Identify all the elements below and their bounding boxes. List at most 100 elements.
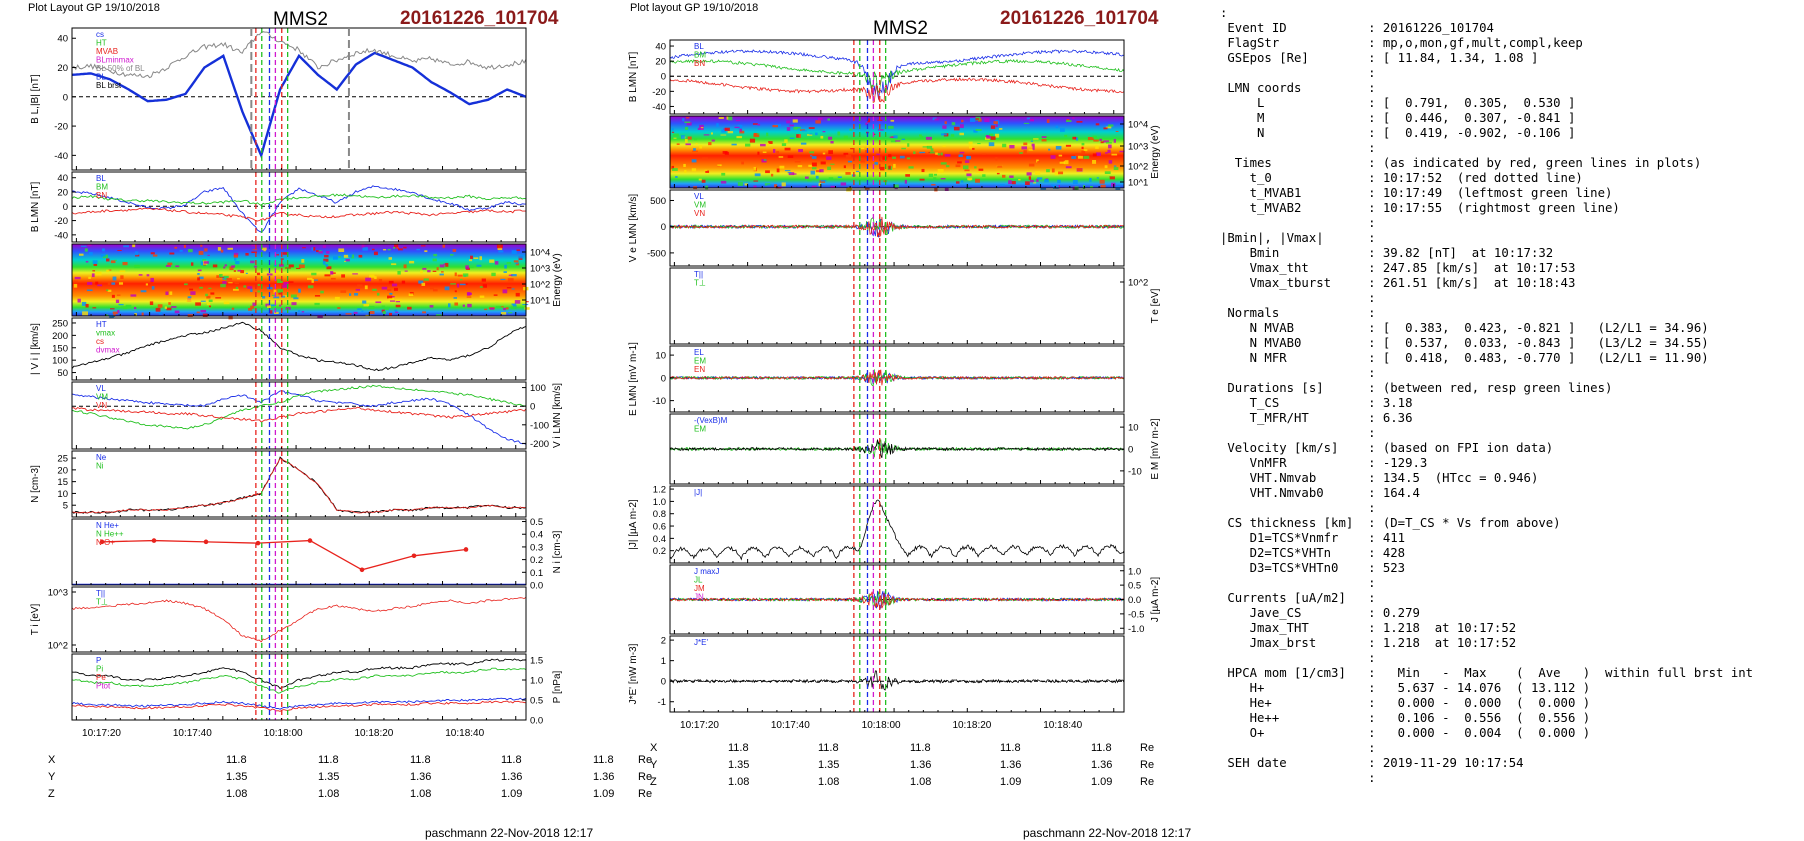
y-tick-label: 1.0: [530, 676, 543, 687]
heatmap-speckle: [175, 265, 180, 268]
info-line: CS thickness [km] : (D=T_CS * Vs from ab…: [1220, 516, 1561, 530]
heatmap-speckle: [233, 254, 238, 258]
heatmap-speckle: [263, 249, 266, 252]
heatmap-speckle: [711, 139, 715, 142]
heatmap-speckle: [977, 142, 981, 145]
y-tick-label: 40: [57, 173, 68, 184]
heatmap-speckle: [491, 272, 496, 277]
heatmap-speckle: [433, 253, 438, 257]
heatmap-speckle: [210, 292, 215, 295]
heatmap-speckle: [958, 154, 963, 158]
heatmap-speckle: [800, 142, 807, 145]
heatmap-speckle: [391, 283, 398, 287]
y-tick-label: 1.0: [653, 497, 666, 508]
heatmap-speckle: [1075, 137, 1079, 141]
heatmap-speckle: [944, 121, 947, 125]
heatmap-speckle: [919, 135, 924, 139]
heatmap-speckle: [507, 278, 514, 282]
legend-entry: VN: [96, 401, 107, 410]
heatmap-speckle: [867, 118, 871, 123]
legend-entry: Ni: [96, 462, 104, 471]
heatmap-speckle: [1009, 175, 1014, 178]
heatmap-speckle: [245, 272, 248, 275]
heatmap-speckle: [1036, 159, 1039, 163]
heatmap-speckle: [999, 128, 1003, 130]
heatmap-speckle: [763, 159, 767, 161]
heatmap-speckle: [749, 138, 756, 143]
heatmap-speckle: [1111, 153, 1118, 156]
heatmap-speckle: [506, 262, 512, 264]
heatmap-speckle: [381, 286, 388, 290]
heatmap-speckle: [358, 254, 363, 258]
heatmap-speckle: [1095, 123, 1100, 126]
heatmap-speckle: [224, 264, 227, 267]
heatmap-speckle: [737, 182, 743, 186]
heatmap-speckle: [770, 173, 774, 177]
heatmap-speckle: [904, 179, 908, 184]
heatmap-speckle: [85, 303, 89, 308]
heatmap-speckle: [432, 258, 437, 262]
heatmap-speckle: [184, 283, 188, 286]
info-line: O+ : 0.000 - 0.004 ( 0.000 ): [1220, 726, 1591, 740]
position-value: 1.08: [318, 788, 340, 800]
heatmap-speckle: [940, 178, 946, 180]
heatmap-speckle: [393, 287, 398, 291]
heatmap-speckle: [760, 143, 766, 147]
heatmap-speckle: [929, 151, 935, 154]
heatmap-speckle: [168, 302, 171, 305]
heatmap-speckle: [271, 294, 276, 296]
heatmap-speckle: [515, 292, 520, 297]
heatmap-speckle: [332, 256, 338, 260]
heatmap-speckle: [1087, 136, 1094, 141]
legend-entry: JM: [694, 584, 705, 593]
heatmap-speckle: [981, 153, 987, 155]
heatmap-speckle: [450, 253, 454, 256]
panel-frame: [71, 450, 527, 518]
heatmap-speckle: [106, 269, 110, 273]
heatmap-speckle: [500, 278, 506, 281]
heatmap-speckle: [338, 256, 341, 258]
heatmap-speckle: [926, 145, 933, 149]
series-line: [71, 193, 527, 207]
heatmap-speckle: [1079, 159, 1082, 161]
heatmap-speckle: [318, 251, 323, 254]
x-tick-label: 10:18:40: [445, 728, 484, 739]
heatmap-speckle: [890, 140, 897, 143]
heatmap-speckle: [457, 283, 460, 288]
heatmap-speckle: [683, 163, 686, 168]
heatmap-speckle: [311, 272, 317, 276]
heatmap-speckle: [722, 150, 728, 154]
heatmap-speckle: [1037, 177, 1043, 180]
heatmap-speckle: [815, 175, 819, 179]
heatmap-speckle: [843, 152, 849, 155]
y-tick-label: 2: [661, 636, 666, 647]
heatmap-speckle: [420, 270, 423, 274]
heatmap-speckle: [420, 245, 426, 247]
heatmap-speckle: [922, 146, 929, 148]
heatmap-speckle: [953, 126, 960, 131]
heatmap-speckle: [975, 118, 980, 120]
heatmap-speckle: [681, 135, 685, 139]
heatmap-speckle: [931, 183, 936, 186]
heatmap-speckle: [1018, 178, 1021, 181]
heatmap-speckle: [1105, 126, 1112, 129]
y-axis-label: Energy (eV): [552, 253, 563, 306]
position-value: 1.09: [1091, 776, 1113, 788]
x-tick-label: 10:18:40: [1043, 720, 1082, 731]
heatmap-speckle: [388, 298, 395, 300]
heatmap-speckle: [273, 311, 279, 315]
heatmap-speckle: [237, 269, 241, 272]
y-axis-label: N [cm-3]: [30, 465, 41, 503]
heatmap-speckle: [195, 302, 201, 306]
heatmap-speckle: [710, 132, 713, 135]
position-value: 1.36: [410, 771, 432, 783]
heatmap-speckle: [874, 162, 878, 165]
heatmap-speckle: [779, 165, 785, 169]
heatmap-speckle: [1048, 148, 1051, 151]
right-layout-label: Plot layout GP 19/10/2018: [630, 2, 759, 14]
heatmap-speckle: [198, 276, 204, 280]
heatmap-speckle: [301, 311, 305, 313]
heatmap-speckle: [950, 134, 955, 137]
heatmap-speckle: [95, 281, 99, 285]
heatmap-speckle: [781, 143, 787, 147]
